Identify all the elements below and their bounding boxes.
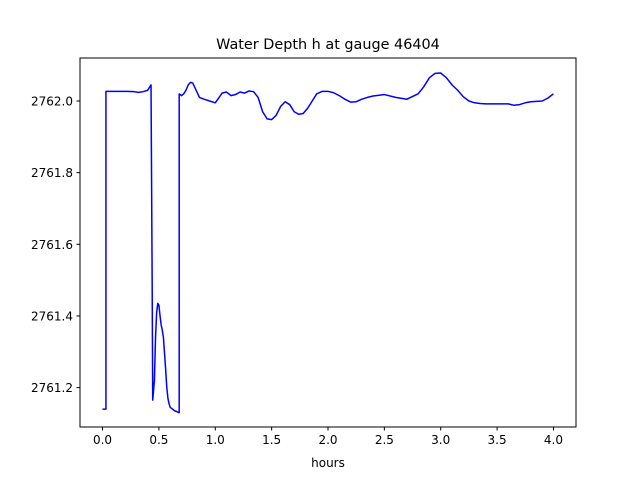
x-ticks: 0.0 0.5 1.0 1.5 2.0 2.5 3.0 3.5 4.0 [93, 427, 563, 447]
x-tick-label: 4.0 [544, 433, 563, 447]
series-layer [102, 72, 554, 414]
x-tick-label: 0.0 [93, 433, 112, 447]
plot-frame [79, 57, 577, 428]
y-tick-label: 2761.4 [31, 309, 73, 323]
x-tick-label: 3.5 [488, 433, 507, 447]
y-tick-label: 2762.0 [31, 94, 73, 108]
chart-title: Water Depth h at gauge 46404 [216, 37, 440, 53]
series-line [102, 72, 554, 414]
x-tick-label: 2.0 [318, 433, 337, 447]
y-ticks: 2761.2 2761.4 2761.6 2761.8 2762.0 [31, 94, 80, 395]
y-tick-label: 2761.2 [31, 381, 73, 395]
y-tick-label: 2761.6 [31, 238, 73, 252]
x-tick-label: 2.5 [375, 433, 394, 447]
y-tick-label: 2761.8 [31, 166, 73, 180]
x-tick-label: 3.0 [431, 433, 450, 447]
x-tick-label: 1.0 [206, 433, 225, 447]
x-axis-label: hours [311, 456, 345, 470]
x-tick-label: 1.5 [262, 433, 281, 447]
x-tick-label: 0.5 [149, 433, 168, 447]
